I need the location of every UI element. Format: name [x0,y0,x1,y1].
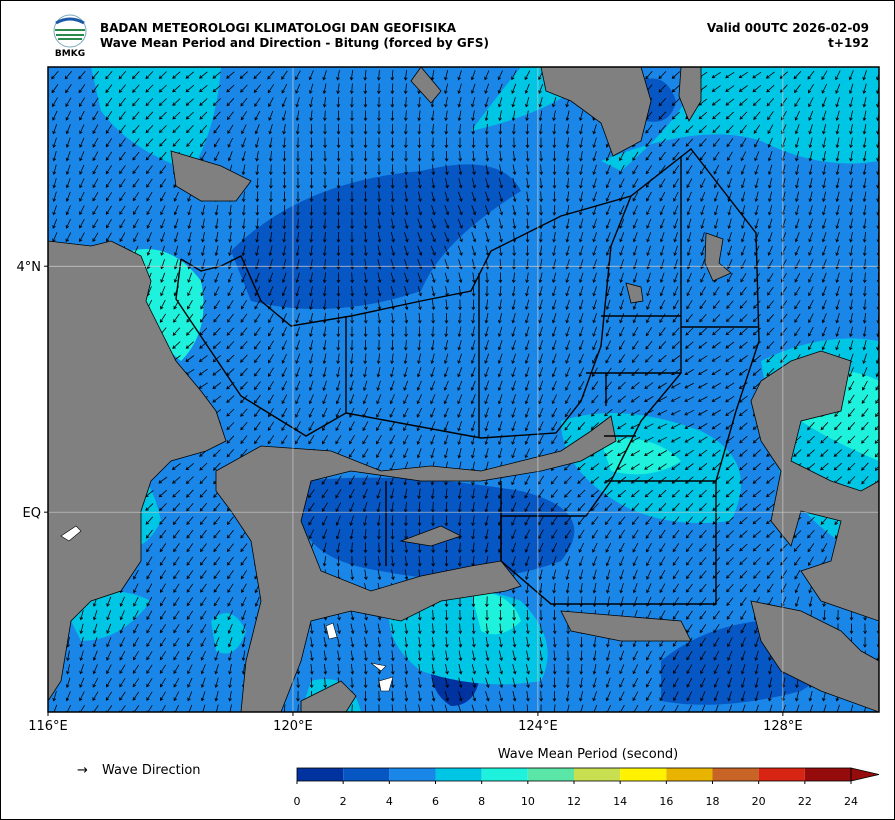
map-area [48,67,879,712]
islands [60,525,394,692]
y-tick-label: 4°N [17,260,42,275]
legend-label: Wave Direction [102,763,201,778]
colorbar-bin [804,768,851,781]
y-tick-label: EQ [23,506,41,521]
x-tick-label: 116°E [28,719,68,734]
colorbar-tick-label: 20 [752,795,766,808]
graticule [48,67,879,712]
x-tick-label: 128°E [763,719,803,734]
colorbar-tick-label: 8 [478,795,485,808]
colorbar-bin [343,768,390,781]
colorbar-title: Wave Mean Period (second) [498,747,679,762]
header-title: BADAN METEOROLOGI KLIMATOLOGI DAN GEOFIS… [100,21,457,35]
land [48,67,879,712]
colorbar-bin [666,768,713,781]
colorbar-tick-label: 4 [386,795,393,808]
colorbar-tick-label: 10 [521,795,535,808]
header-subtitle: Wave Mean Period and Direction - Bitung … [100,36,489,50]
map-frame [47,66,880,713]
colorbar-bin [712,768,759,781]
colorbar-tick-label: 12 [567,795,581,808]
colorbar-tick-label: 22 [798,795,812,808]
colorbar-bin [527,768,574,781]
colorbar-tick-label: 24 [844,795,858,808]
colorbar-tick-label: 0 [294,795,301,808]
colorbar-bin [758,768,805,781]
colorbar-tick-label: 14 [613,795,627,808]
colorbar-tick-label: 18 [706,795,720,808]
forecast-areas [175,148,760,605]
colorbar-bin [481,768,528,781]
axis-ticks: 116°E 120°E 124°E 128°E EQ 4°N [17,260,803,734]
valid-time: Valid 00UTC 2026-02-09 [707,21,869,35]
colorbar-bin [297,768,344,781]
colorbar-bin [620,768,667,781]
x-tick-label: 120°E [273,719,313,734]
colorbar-tick-label: 2 [340,795,347,808]
logo: BMKG [53,14,87,59]
x-tick-label: 124°E [518,719,558,734]
colorbar-bin [389,768,436,781]
colorbar: 0 2 4 6 8 10 12 14 16 18 20 22 24 [294,767,880,808]
colorbar-tick-label: 16 [659,795,673,808]
colorbar-bin [574,768,621,781]
colorbar-bin [435,768,482,781]
colorbar-tick-label: 6 [432,795,439,808]
logo-text: BMKG [55,49,85,59]
legend-symbol: → [77,763,88,778]
colorbar-extend [850,767,880,782]
lead-time: t+192 [828,36,869,50]
